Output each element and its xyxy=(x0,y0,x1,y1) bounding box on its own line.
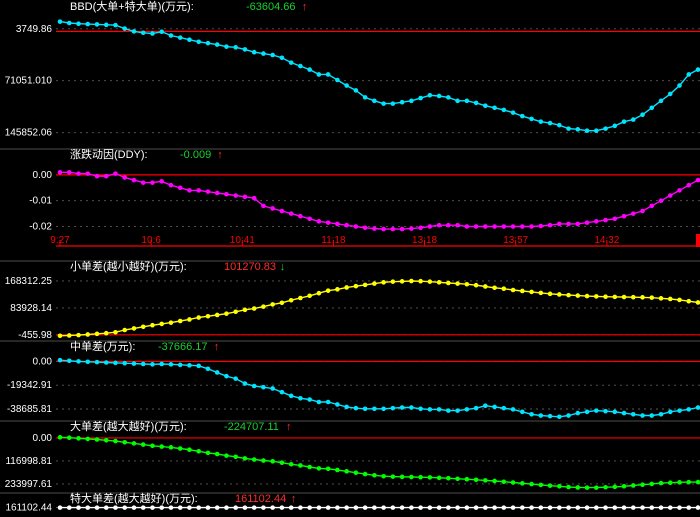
svg-text:13:18: 13:18 xyxy=(412,235,437,246)
svg-text:-38685.81: -38685.81 xyxy=(7,404,52,415)
svg-text:71051.010: 71051.010 xyxy=(5,76,53,87)
svg-text:10:41: 10:41 xyxy=(230,235,255,246)
svg-text:小单差(越小越好)(万元):: 小单差(越小越好)(万元): xyxy=(70,259,187,273)
svg-text:-37666.17: -37666.17 xyxy=(158,341,208,353)
svg-text:0.00: 0.00 xyxy=(33,433,53,444)
svg-text:10:6: 10:6 xyxy=(141,235,161,246)
svg-text:-63604.66: -63604.66 xyxy=(246,1,296,13)
svg-text:-455.98: -455.98 xyxy=(18,330,52,341)
svg-text:161102.44: 161102.44 xyxy=(235,493,286,505)
svg-text:101270.83: 101270.83 xyxy=(224,261,276,273)
svg-text:145852.06: 145852.06 xyxy=(5,128,53,139)
svg-text:233997.61: 233997.61 xyxy=(5,479,53,490)
svg-text:116998.81: 116998.81 xyxy=(5,456,52,467)
svg-text:↑: ↑ xyxy=(286,421,292,433)
svg-text:9:27: 9:27 xyxy=(50,235,70,246)
svg-text:83928.14: 83928.14 xyxy=(10,303,52,314)
svg-text:13:57: 13:57 xyxy=(503,235,528,246)
chart-svg: 3749.86 71051.010 145852.06 BBD(大单+特大单)(万元)… xyxy=(0,0,700,517)
svg-text:14:32: 14:32 xyxy=(594,235,619,246)
svg-text:大单差(越大越好)(万元):: 大单差(越大越好)(万元): xyxy=(70,419,187,433)
svg-text:-224707.11: -224707.11 xyxy=(224,421,279,433)
svg-text:-0.009: -0.009 xyxy=(180,149,211,161)
svg-text:↑: ↑ xyxy=(214,341,220,353)
multi-panel-chart: 3749.86 71051.010 145852.06 BBD(大单+特大单)(万元)… xyxy=(0,0,700,517)
svg-text:↑: ↑ xyxy=(291,493,297,505)
svg-text:-19342.91: -19342.91 xyxy=(7,380,52,391)
svg-text:0.00: 0.00 xyxy=(33,356,53,367)
svg-text:0.00: 0.00 xyxy=(33,170,53,181)
svg-text:涨跌动因(DDY):: 涨跌动因(DDY): xyxy=(70,147,148,161)
svg-text:11:18: 11:18 xyxy=(321,235,346,246)
svg-text:↑: ↑ xyxy=(217,149,223,161)
svg-text:3749.86: 3749.86 xyxy=(16,24,53,35)
svg-text:中单差(万元):: 中单差(万元): xyxy=(70,339,135,353)
svg-text:-0.01: -0.01 xyxy=(29,196,52,207)
svg-text:168312.25: 168312.25 xyxy=(5,276,53,287)
svg-text:BBD(大单+特大单)(万元):: BBD(大单+特大单)(万元): xyxy=(70,0,194,13)
svg-text:-0.02: -0.02 xyxy=(29,222,52,233)
svg-text:↓: ↓ xyxy=(280,261,286,273)
svg-text:↑: ↑ xyxy=(302,1,308,13)
svg-text:特大单差(越大越好)(万元):: 特大单差(越大越好)(万元): xyxy=(70,491,198,505)
svg-text:161102.44: 161102.44 xyxy=(5,503,52,514)
